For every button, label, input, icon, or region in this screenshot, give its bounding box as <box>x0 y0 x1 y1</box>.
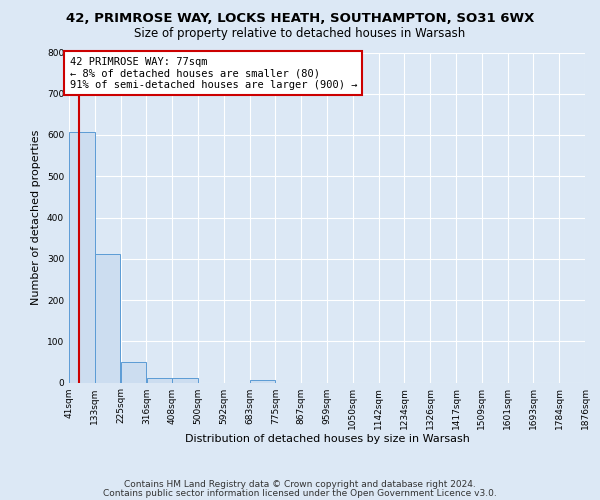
Y-axis label: Number of detached properties: Number of detached properties <box>31 130 41 305</box>
Text: 42 PRIMROSE WAY: 77sqm
← 8% of detached houses are smaller (80)
91% of semi-deta: 42 PRIMROSE WAY: 77sqm ← 8% of detached … <box>70 56 357 90</box>
Text: 42, PRIMROSE WAY, LOCKS HEATH, SOUTHAMPTON, SO31 6WX: 42, PRIMROSE WAY, LOCKS HEATH, SOUTHAMPT… <box>66 12 534 26</box>
Bar <box>172 378 198 382</box>
X-axis label: Distribution of detached houses by size in Warsash: Distribution of detached houses by size … <box>185 434 469 444</box>
Bar <box>146 378 172 382</box>
Text: Size of property relative to detached houses in Warsash: Size of property relative to detached ho… <box>134 28 466 40</box>
Bar <box>95 254 121 382</box>
Bar <box>250 380 275 382</box>
Text: Contains public sector information licensed under the Open Government Licence v3: Contains public sector information licen… <box>103 488 497 498</box>
Bar <box>121 362 146 382</box>
Bar <box>69 132 95 382</box>
Text: Contains HM Land Registry data © Crown copyright and database right 2024.: Contains HM Land Registry data © Crown c… <box>124 480 476 489</box>
